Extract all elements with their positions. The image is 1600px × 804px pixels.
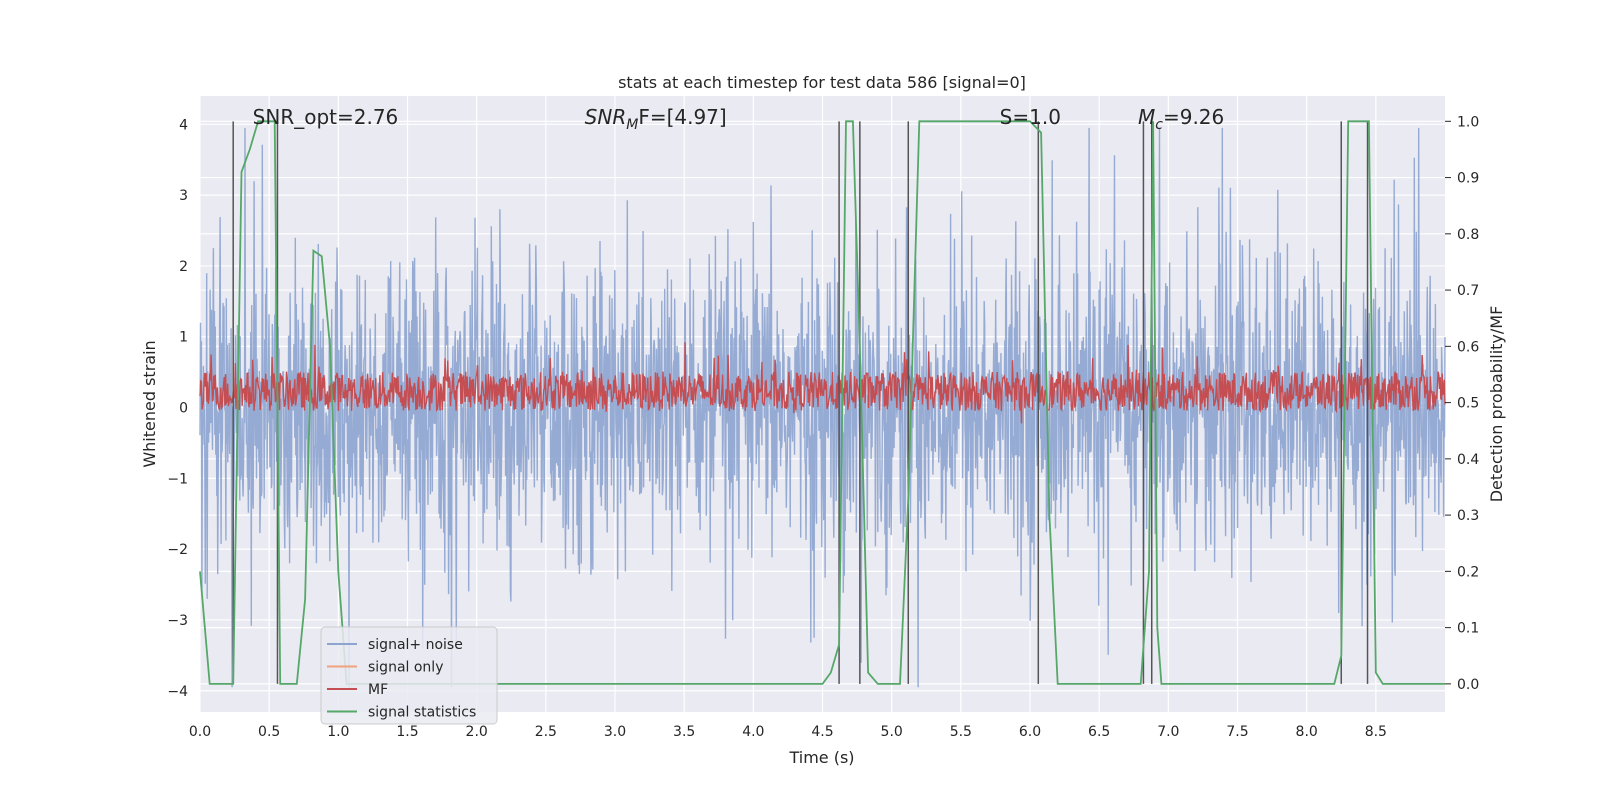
legend-label: signal statistics [368,705,476,721]
y-right-tick-label: 1.0 [1457,114,1479,130]
annotation-subscript: M [626,117,638,133]
x-tick-label: 5.5 [950,724,972,740]
x-tick-label: 0.0 [189,724,211,740]
y-right-tick-label: 0.4 [1457,452,1479,468]
x-tick-label: 4.0 [742,724,764,740]
y-tick-label: −2 [167,542,188,558]
y-right-tick-label: 0.8 [1457,227,1479,243]
y-tick-label: −3 [167,613,188,629]
x-axis-label: Time (s) [788,748,854,767]
annotations: SNR_opt=2.76 SNRMF=[4.97] S=1.0 Mc=9.26 [253,105,1225,133]
y-tick-label: 2 [179,259,188,275]
chart-title: stats at each timestep for test data 586… [618,73,1026,92]
annotation-subscript: c [1155,117,1163,133]
x-tick-label: 5.0 [881,724,903,740]
annotation-1: SNRMF=[4.97] [585,105,727,133]
y-right-tick-label: 0.7 [1457,283,1479,299]
annotation-2: S=1.0 [1000,105,1061,129]
y-axis-label-right: Detection probability/MF [1487,306,1506,503]
y-tick-label: 0 [179,401,188,417]
x-tick-label: 8.5 [1365,724,1387,740]
y-right-tick-label: 0.3 [1457,508,1479,524]
series-signal-noise [199,127,1446,688]
annotation-main: SNR [585,105,627,129]
series-mf [199,342,1446,424]
x-tick-label: 7.0 [1157,724,1179,740]
x-tick-label: 7.5 [1226,724,1248,740]
x-tick-label: 2.5 [535,724,557,740]
y-right-tick-label: 0.0 [1457,677,1479,693]
x-tick-label: 6.0 [1019,724,1041,740]
y-tick-label: 3 [179,188,188,204]
x-tick-label: 3.5 [673,724,695,740]
series-signal-statistics [199,120,1445,685]
mf-line [199,342,1446,424]
legend-label: signal+ noise [368,637,463,653]
annotation-0: SNR_opt=2.76 [253,105,399,129]
x-tick-label: 6.5 [1088,724,1110,740]
annotation-3: Mc=9.26 [1138,105,1224,133]
x-tick-label: 4.5 [811,724,833,740]
legend: signal+ noise signal only MF signal statist… [320,626,498,725]
y-tick-label: −1 [167,471,188,487]
annotation-rest: F=[4.97] [638,105,726,129]
y-right-tick-label: 0.5 [1457,396,1479,412]
x-tick-label: 2.0 [466,724,488,740]
y-right-tick-label: 0.1 [1457,621,1479,637]
legend-label: signal only [368,660,443,676]
legend-box [320,626,498,725]
annotation-main: M [1138,105,1155,129]
annotation-rest: =9.26 [1163,105,1224,129]
legend-label: MF [368,682,388,698]
signal-noise-line [199,127,1446,688]
y-tick-label: −4 [167,684,188,700]
y-tick-label: 1 [179,330,188,346]
x-tick-label: 1.0 [327,724,349,740]
y-right-tick-label: 0.9 [1457,171,1479,187]
x-tick-label: 8.0 [1296,724,1318,740]
signal-statistics-line [199,120,1445,685]
y-right-tick-label: 0.6 [1457,339,1479,355]
x-tick-label: 0.5 [258,724,280,740]
x-tick-label: 1.5 [396,724,418,740]
y-axis-label: Whitened strain [140,340,159,467]
x-tick-label: 3.0 [604,724,626,740]
tick-labels: 0.0 0.5 1.0 1.5 2.0 2.5 3.0 3.5 4.0 4.5 5.0 5.5 6.0 6… [167,114,1479,740]
y-tick-label: 4 [179,117,188,133]
y-right-tick-label: 0.2 [1457,564,1479,580]
